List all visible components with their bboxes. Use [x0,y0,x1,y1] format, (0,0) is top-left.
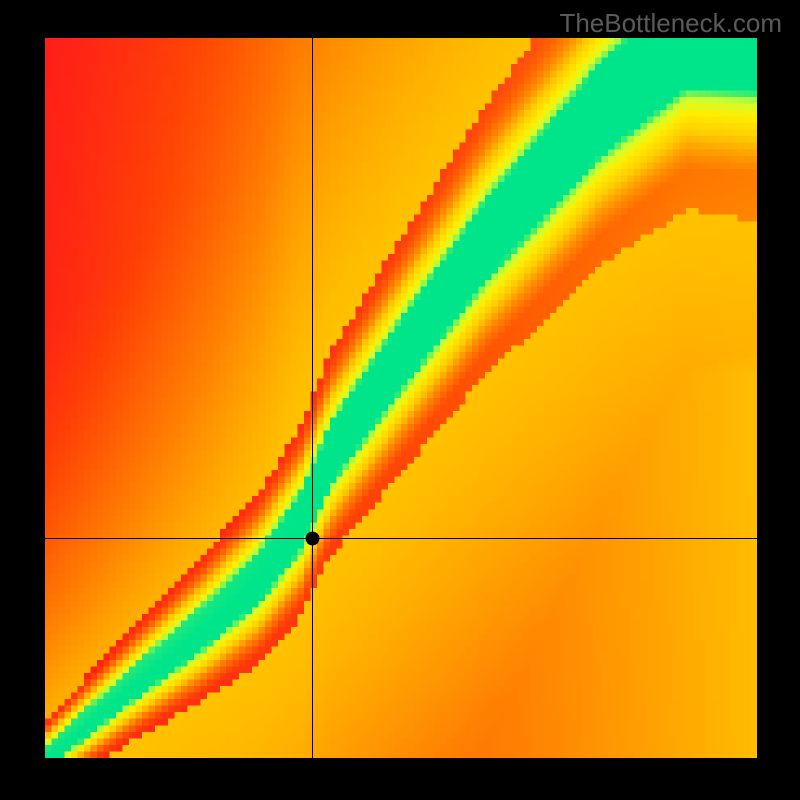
crosshair-overlay [45,38,757,758]
source-watermark: TheBottleneck.com [559,8,782,39]
